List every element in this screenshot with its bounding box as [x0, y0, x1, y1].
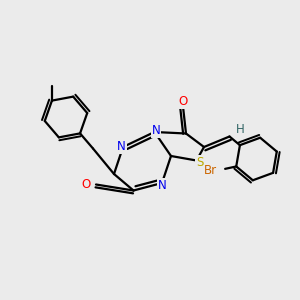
- Text: Br: Br: [204, 164, 217, 177]
- Text: N: N: [117, 140, 126, 153]
- Text: N: N: [158, 179, 166, 192]
- Text: O: O: [178, 95, 188, 109]
- Text: S: S: [196, 156, 203, 170]
- Text: O: O: [81, 178, 91, 191]
- Text: H: H: [236, 123, 244, 136]
- Text: N: N: [152, 124, 160, 137]
